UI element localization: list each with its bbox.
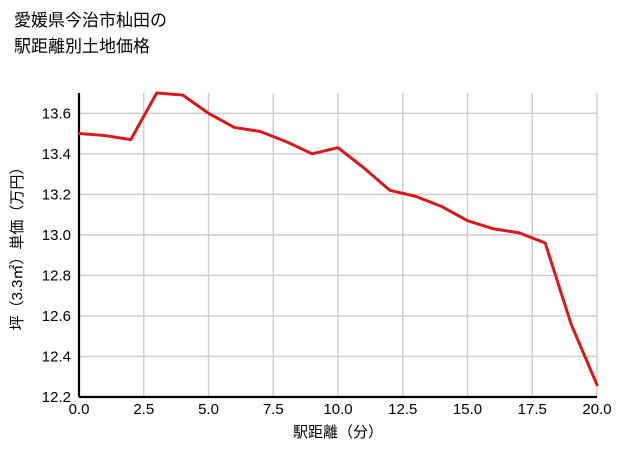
y-tick-label: 13.4: [42, 146, 71, 163]
data-series-line: [77, 91, 599, 387]
y-tick-label: 12.8: [42, 267, 71, 284]
y-tick-label: 13.0: [42, 227, 71, 244]
x-axis-label: 駅距離（分）: [293, 423, 383, 441]
x-tick-label: 5.0: [198, 401, 219, 418]
y-tick-label: 12.4: [42, 348, 71, 365]
y-tick-label: 12.2: [42, 389, 71, 406]
y-tick-label: 12.6: [42, 308, 71, 325]
x-tick-labels: 0.0 2.5 5.0 7.5 10.0 12.5 15.0 17.5 20.0: [69, 401, 612, 418]
y-axis-label: 坪（3.3㎡）単価（万円）: [9, 160, 26, 331]
x-tick-label: 17.5: [518, 401, 547, 418]
x-tick-label: 2.5: [133, 401, 154, 418]
x-tick-label: 7.5: [263, 401, 284, 418]
y-tick-label: 13.2: [42, 186, 71, 203]
x-tick-label: 0.0: [69, 401, 90, 418]
x-tick-label: 15.0: [453, 401, 482, 418]
axes: [77, 93, 597, 399]
grid-lines: [79, 93, 598, 397]
y-tick-label: 13.6: [42, 105, 71, 122]
x-tick-label: 20.0: [582, 401, 611, 418]
page-title: 愛媛県今治市杣田の 駅距離別土地価格: [14, 11, 167, 56]
x-tick-label: 10.0: [323, 401, 352, 418]
y-tick-labels: 12.2 12.4 12.6 12.8 13.0 13.2 13.4 13.6: [42, 105, 71, 406]
x-tick-label: 12.5: [388, 401, 417, 418]
